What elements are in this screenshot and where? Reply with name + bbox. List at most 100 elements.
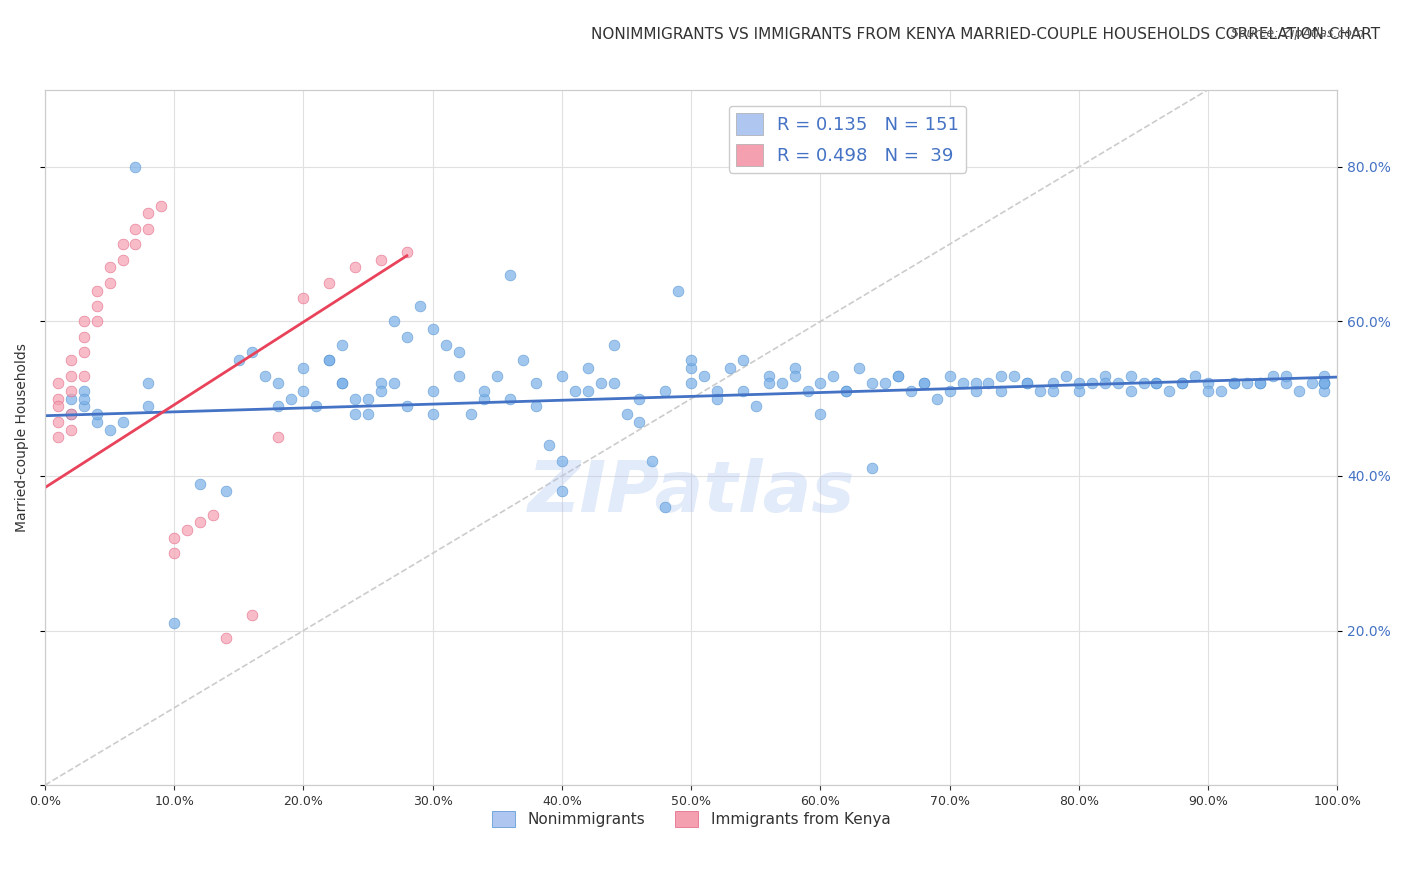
Point [860,461,883,475]
Point [344,392,367,406]
Legend: Nonimmigrants, Immigrants from Kenya: Nonimmigrants, Immigrants from Kenya [486,805,897,833]
Point [731,353,754,368]
Point [1171,376,1194,391]
Point [460,407,482,421]
Point [395,400,418,414]
Point [1274,376,1296,391]
Point [422,322,444,336]
Point [357,407,380,421]
Point [666,284,689,298]
Point [447,368,470,383]
Point [86,415,108,429]
Point [138,376,160,391]
Point [266,430,288,444]
Point [292,360,315,375]
Point [628,415,651,429]
Point [706,392,728,406]
Point [1159,384,1181,398]
Point [86,407,108,421]
Point [59,423,82,437]
Point [266,376,288,391]
Point [551,484,574,499]
Point [783,368,806,383]
Point [977,376,1000,391]
Point [1313,368,1336,383]
Point [912,376,935,391]
Point [73,368,96,383]
Point [1313,376,1336,391]
Point [486,368,509,383]
Point [499,392,522,406]
Text: Source: ZipAtlas.com: Source: ZipAtlas.com [1230,27,1364,40]
Point [370,252,392,267]
Point [783,360,806,375]
Point [706,384,728,398]
Point [758,376,780,391]
Point [1197,376,1219,391]
Point [124,237,146,252]
Point [1249,376,1271,391]
Point [382,314,405,328]
Point [616,407,638,421]
Point [887,368,910,383]
Point [422,384,444,398]
Point [848,360,870,375]
Point [912,376,935,391]
Point [810,407,832,421]
Point [176,523,198,537]
Point [1132,376,1154,391]
Point [59,353,82,368]
Point [59,368,82,383]
Point [990,384,1012,398]
Point [576,360,599,375]
Point [952,376,974,391]
Point [1171,376,1194,391]
Point [370,376,392,391]
Point [59,384,82,398]
Point [59,407,82,421]
Point [693,368,716,383]
Point [73,400,96,414]
Point [228,353,250,368]
Point [654,500,676,514]
Point [1107,376,1129,391]
Point [576,384,599,398]
Point [770,376,793,391]
Point [59,392,82,406]
Point [138,221,160,235]
Point [73,314,96,328]
Point [628,392,651,406]
Point [718,360,741,375]
Point [188,516,211,530]
Point [73,392,96,406]
Point [551,368,574,383]
Point [810,376,832,391]
Point [887,368,910,383]
Point [1261,368,1284,383]
Point [499,268,522,282]
Point [537,438,560,452]
Point [1249,376,1271,391]
Point [589,376,612,391]
Point [86,314,108,328]
Point [564,384,586,398]
Point [551,453,574,467]
Point [835,384,858,398]
Point [318,276,340,290]
Point [138,206,160,220]
Point [1197,384,1219,398]
Point [150,198,173,212]
Point [111,415,134,429]
Point [1054,368,1077,383]
Point [474,392,496,406]
Point [681,360,703,375]
Point [1313,376,1336,391]
Point [422,407,444,421]
Point [731,384,754,398]
Point [163,615,186,630]
Point [59,407,82,421]
Point [1274,368,1296,383]
Point [46,400,69,414]
Point [965,384,987,398]
Point [201,508,224,522]
